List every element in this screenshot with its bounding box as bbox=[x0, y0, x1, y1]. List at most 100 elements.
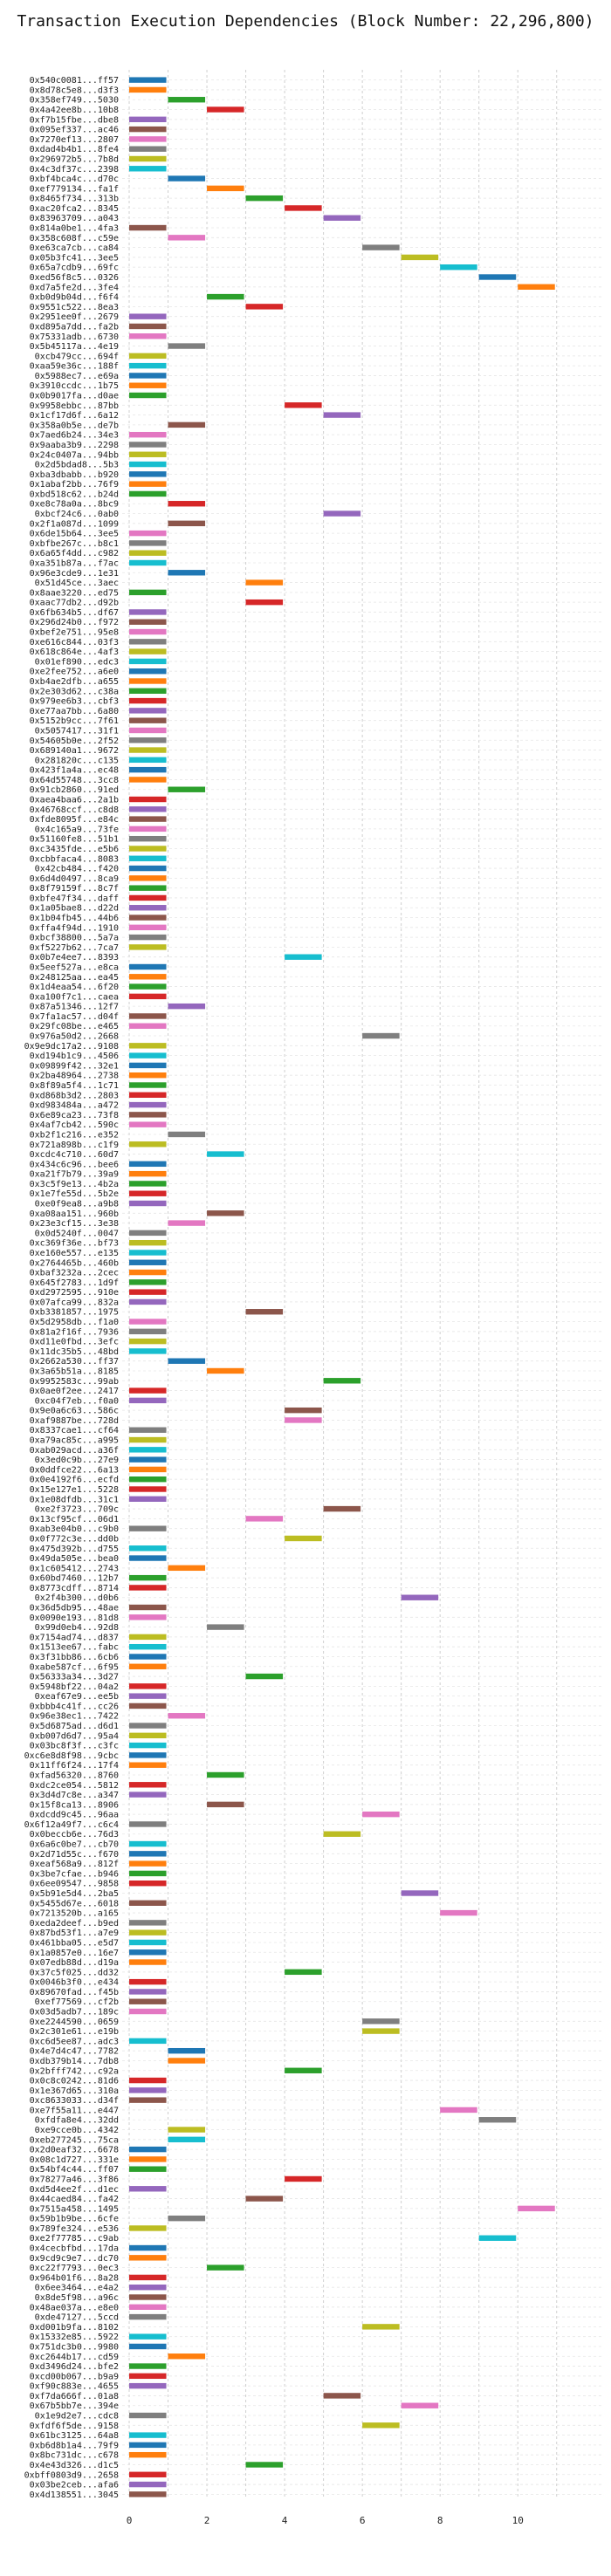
transaction-label: 0x01ef890...edc3 bbox=[35, 657, 119, 667]
transaction-bar bbox=[129, 2097, 167, 2103]
transaction-label: 0x6ee3464...e4a2 bbox=[35, 2284, 119, 2293]
transaction-bar bbox=[478, 274, 517, 280]
transaction-label: 0x358a0b5e...de7b bbox=[30, 421, 119, 430]
transaction-label: 0xd11e0fbd...3efc bbox=[30, 1338, 119, 1347]
transaction-label: 0x0f772c3e...dd0b bbox=[30, 1534, 119, 1544]
transaction-bar bbox=[245, 1673, 284, 1680]
transaction-bar bbox=[129, 1683, 167, 1689]
transaction-bar bbox=[129, 1436, 167, 1443]
transaction-label: 0xd194b1c9...4506 bbox=[30, 1052, 119, 1061]
transaction-label: 0xc04f7eb...f0a0 bbox=[35, 1396, 119, 1406]
transaction-label: 0xb2f1c216...e352 bbox=[30, 1130, 119, 1140]
transaction-label: 0xbff0803d9...2658 bbox=[24, 2470, 119, 2480]
transaction-bar bbox=[129, 1486, 167, 1492]
x-tick-label: 10 bbox=[512, 2515, 524, 2526]
transaction-label: 0x2951ee0f...2679 bbox=[30, 312, 119, 322]
transaction-label: 0x423f1a4a...ec48 bbox=[30, 766, 119, 776]
transaction-bar bbox=[129, 1190, 167, 1196]
transaction-label: 0x54605b0e...2f52 bbox=[30, 736, 119, 746]
transaction-label: 0xfdf6f5de...9158 bbox=[30, 2422, 119, 2431]
transaction-label: 0x1c605412...2743 bbox=[30, 1564, 119, 1573]
transaction-label: 0xf5227b62...7ca7 bbox=[30, 943, 119, 953]
transaction-label: 0xb6d8b1a4...79f9 bbox=[30, 2441, 119, 2450]
transaction-label: 0xdad4b4b1...8fe4 bbox=[30, 145, 119, 154]
transaction-label: 0x0ae0f2ee...2417 bbox=[30, 1387, 119, 1396]
transaction-bar bbox=[129, 2491, 167, 2497]
transaction-bar bbox=[129, 1732, 167, 1739]
transaction-bar bbox=[207, 1771, 244, 1778]
transaction-label: 0xbcf38800...5a7a bbox=[30, 934, 119, 943]
transaction-label: 0x0e4192f6...ecfd bbox=[30, 1476, 119, 1485]
transaction-label: 0xfdfa8e4...32dd bbox=[35, 2116, 119, 2126]
transaction-bar bbox=[129, 373, 167, 379]
transaction-label: 0x2ba48964...2738 bbox=[30, 1072, 119, 1081]
transaction-label: 0x07afca99...832a bbox=[30, 1298, 119, 1307]
transaction-bar bbox=[129, 1062, 167, 1069]
transaction-bar bbox=[129, 490, 167, 497]
transaction-bar bbox=[245, 2196, 284, 2202]
transaction-label: 0x78277a46...3f86 bbox=[30, 2175, 119, 2184]
transaction-bar bbox=[129, 708, 167, 714]
transaction-label: 0x8aae3220...ed75 bbox=[30, 588, 119, 598]
x-axis-ticks: 0 2 4 6 8 10 bbox=[127, 2515, 524, 2526]
transaction-label: 0x2bfff742...c92a bbox=[30, 2066, 119, 2076]
transaction-label: 0xffa4f94d...1910 bbox=[30, 923, 119, 933]
transaction-bar bbox=[401, 1594, 439, 1600]
transaction-label: 0x2764465b...460b bbox=[30, 1258, 119, 1268]
transaction-label: 0x461bba05...e5d7 bbox=[30, 1938, 119, 1948]
transaction-bar bbox=[129, 855, 167, 861]
transaction-label: 0xed56f8c5...0326 bbox=[30, 273, 119, 283]
transaction-bar bbox=[129, 2481, 167, 2488]
transaction-bar bbox=[285, 205, 322, 211]
transaction-bar bbox=[168, 421, 206, 428]
transaction-label: 0xef77569...cf2b bbox=[35, 1997, 119, 2007]
transaction-bar bbox=[129, 668, 167, 675]
transaction-label: 0x0b9017fa...d0ae bbox=[30, 392, 119, 401]
transaction-bar bbox=[129, 1614, 167, 1620]
transaction-label: 0x03d5adb7...189c bbox=[30, 2008, 119, 2018]
transaction-label: 0x618c864e...4af3 bbox=[30, 647, 119, 657]
transaction-bar bbox=[207, 1801, 244, 1808]
transaction-label: 0x8f89a5f4...1c71 bbox=[30, 1081, 119, 1091]
transaction-label: 0x67b5bb7e...394e bbox=[30, 2401, 119, 2411]
transaction-bar bbox=[168, 1003, 206, 1010]
transaction-bar bbox=[245, 1516, 284, 1522]
transaction-bar bbox=[129, 2166, 167, 2172]
transaction-bar bbox=[362, 244, 400, 250]
transaction-label: 0x60bd7460...12b7 bbox=[30, 1574, 119, 1584]
transaction-label: 0x91cb2860...91ed bbox=[30, 785, 119, 795]
transaction-bar bbox=[129, 550, 167, 556]
transaction-bar bbox=[129, 362, 167, 369]
transaction-label: 0xe77aa7bb...6a80 bbox=[30, 707, 119, 716]
transaction-bar bbox=[129, 727, 167, 734]
transaction-label: 0xeda2deef...b9ed bbox=[30, 1919, 119, 1929]
transaction-bar bbox=[129, 2343, 167, 2350]
transaction-bar bbox=[129, 688, 167, 694]
transaction-bar bbox=[401, 254, 439, 261]
transaction-bar bbox=[129, 639, 167, 645]
transaction-labels: 0x540c0081...ff570x8d78c5e8...d3f30x358e… bbox=[24, 76, 119, 2500]
transaction-bar bbox=[207, 1210, 244, 1216]
transaction-label: 0x5152b9cc...7f61 bbox=[30, 716, 119, 726]
transaction-bar bbox=[129, 1574, 167, 1581]
transaction-label: 0x51160fe8...51b1 bbox=[30, 835, 119, 845]
transaction-bar bbox=[168, 235, 206, 241]
transaction-label: 0x13cf95cf...06d1 bbox=[30, 1515, 119, 1524]
transaction-bar bbox=[129, 1998, 167, 2004]
transaction-bar bbox=[129, 1013, 167, 1019]
transaction-label: 0x75331adb...6730 bbox=[30, 332, 119, 342]
transaction-bar bbox=[129, 2186, 167, 2192]
transaction-bar bbox=[245, 599, 284, 606]
transaction-label: 0x9952583c...99ab bbox=[30, 1377, 119, 1387]
transaction-label: 0x8465f734...313b bbox=[30, 195, 119, 204]
transaction-bar bbox=[129, 313, 167, 319]
transaction-bar bbox=[129, 471, 167, 477]
transaction-bar bbox=[129, 1555, 167, 1561]
transaction-label: 0xd5d4ee2f...d1ec bbox=[30, 2185, 119, 2195]
transaction-label: 0xf7da666f...01a8 bbox=[30, 2392, 119, 2401]
transaction-bar bbox=[129, 1870, 167, 1877]
transaction-bar bbox=[129, 1881, 167, 1887]
transaction-bar bbox=[245, 304, 284, 310]
transaction-bar bbox=[129, 1663, 167, 1669]
transaction-label: 0xcd00b067...b9a9 bbox=[30, 2372, 119, 2381]
